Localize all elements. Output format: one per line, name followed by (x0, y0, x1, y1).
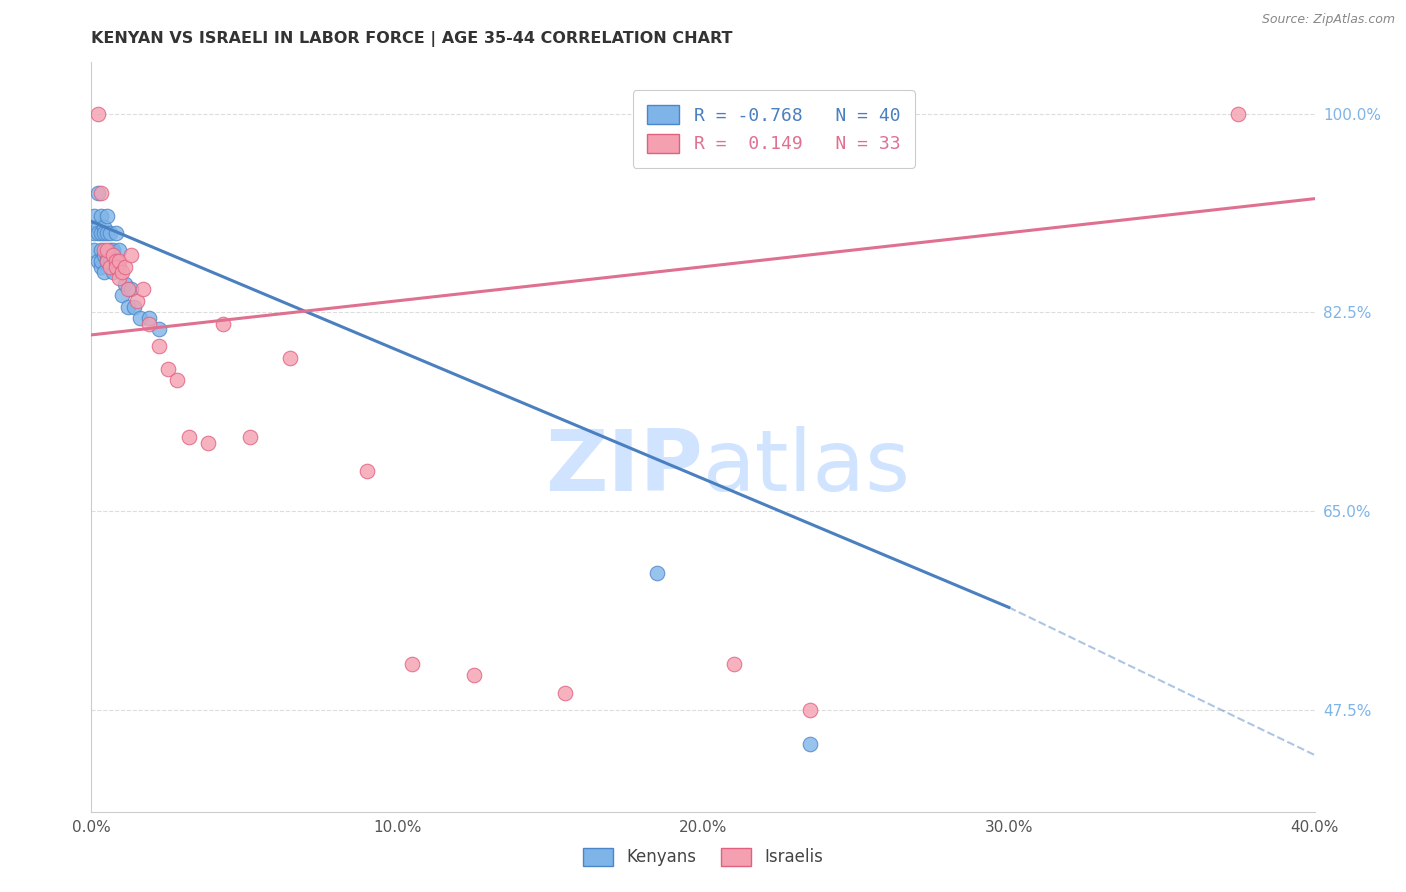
Point (86, 226, 108, 240)
Text: Source: ZipAtlas.com: Source: ZipAtlas.com (1261, 13, 1395, 27)
Point (86, 106, 108, 120)
Text: ZIP: ZIP (546, 425, 703, 508)
Point (122, 300, 145, 314)
Point (138, 317, 160, 331)
Text: atlas: atlas (703, 425, 911, 508)
Point (120, 248, 142, 262)
Point (90, 260, 112, 274)
Point (96, 254, 118, 268)
Point (98, 260, 121, 274)
Point (104, 254, 127, 268)
Point (108, 254, 131, 268)
Point (98, 226, 121, 240)
Point (86, 254, 108, 268)
Text: KENYAN VS ISRAELI IN LABOR FORCE | AGE 35-44 CORRELATION CHART: KENYAN VS ISRAELI IN LABOR FORCE | AGE 3… (91, 31, 733, 47)
Point (723, 657, 745, 672)
Point (156, 362, 179, 376)
Point (96, 209, 118, 223)
Point (132, 283, 155, 297)
Point (197, 435, 219, 450)
Point (463, 668, 485, 682)
Point (83, 243, 105, 257)
Point (111, 265, 134, 279)
Point (166, 373, 188, 387)
Point (356, 464, 378, 478)
Point (127, 293, 149, 308)
Point (83, 209, 105, 223)
Point (93, 265, 115, 279)
Point (138, 310, 160, 325)
Point (101, 248, 124, 262)
Point (96, 248, 118, 262)
Point (117, 300, 139, 314)
Point (90, 226, 112, 240)
Point (179, 430, 201, 444)
Point (401, 657, 423, 672)
Point (278, 351, 301, 365)
Point (96, 243, 118, 257)
Point (98, 254, 121, 268)
Point (104, 260, 127, 274)
Point (148, 322, 170, 336)
Point (129, 310, 152, 325)
Legend: Kenyans, Israelis: Kenyans, Israelis (576, 841, 830, 873)
Point (93, 220, 115, 235)
Point (554, 685, 576, 699)
Point (108, 260, 131, 274)
Point (98, 243, 121, 257)
Point (148, 339, 170, 353)
Point (104, 226, 127, 240)
Point (90, 243, 112, 257)
Point (239, 430, 262, 444)
Point (799, 702, 821, 716)
Point (90, 254, 112, 268)
Point (799, 737, 821, 751)
Point (83, 226, 105, 240)
Point (93, 243, 115, 257)
Point (645, 566, 668, 581)
Point (108, 243, 131, 257)
Point (108, 271, 131, 285)
Point (114, 277, 136, 291)
Point (93, 248, 115, 262)
Point (86, 186, 108, 200)
Point (93, 226, 115, 240)
Point (86, 220, 108, 235)
Point (120, 283, 142, 297)
Point (114, 260, 136, 274)
Point (90, 186, 112, 200)
Point (101, 243, 124, 257)
Point (90, 209, 112, 223)
Point (111, 288, 134, 302)
Legend: R = -0.768   N = 40, R =  0.149   N = 33: R = -0.768 N = 40, R = 0.149 N = 33 (633, 90, 915, 168)
Point (117, 283, 139, 297)
Point (101, 265, 124, 279)
Point (212, 317, 235, 331)
Point (1227, 106, 1250, 120)
Point (96, 254, 118, 268)
Point (96, 226, 118, 240)
Point (104, 254, 127, 268)
Point (101, 248, 124, 262)
